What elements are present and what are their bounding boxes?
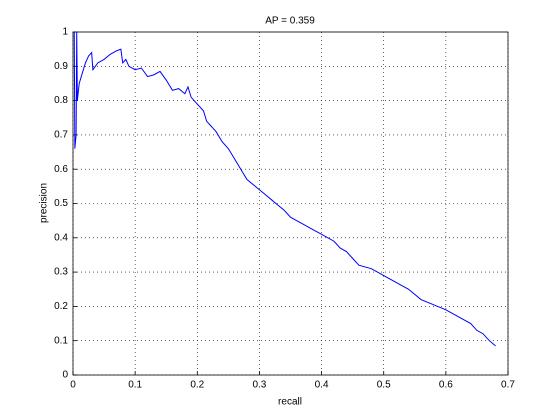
x-tick-label: 0.1	[128, 380, 142, 391]
pr-curve	[73, 31, 496, 347]
y-tick-label: 0.2	[54, 301, 68, 312]
chart-title: AP = 0.359	[265, 16, 315, 27]
x-tick-label: 0.2	[190, 380, 204, 391]
x-tick-label: 0.6	[439, 380, 453, 391]
x-tick-label: 0	[70, 380, 76, 391]
x-tick-label: 0.3	[252, 380, 266, 391]
x-tick-label: 0.5	[377, 380, 391, 391]
y-tick-label: 0.9	[54, 61, 68, 72]
y-tick-label: 0.7	[54, 130, 68, 141]
x-axis-label: recall	[278, 397, 302, 408]
y-tick-label: 0.1	[54, 335, 68, 346]
y-tick-label: 0.5	[54, 198, 68, 209]
y-axis-label: precision	[39, 183, 50, 223]
y-tick-label: 0	[62, 370, 68, 381]
y-tick-label: 1	[62, 27, 68, 38]
plot-frame	[72, 31, 509, 376]
y-tick-label: 0.4	[54, 232, 68, 243]
x-tick-label: 0.4	[315, 380, 329, 391]
y-tick-label: 0.3	[54, 267, 68, 278]
y-tick-label: 0.6	[54, 164, 68, 175]
x-tick-label: 0.7	[501, 380, 515, 391]
y-tick-label: 0.8	[54, 95, 68, 106]
